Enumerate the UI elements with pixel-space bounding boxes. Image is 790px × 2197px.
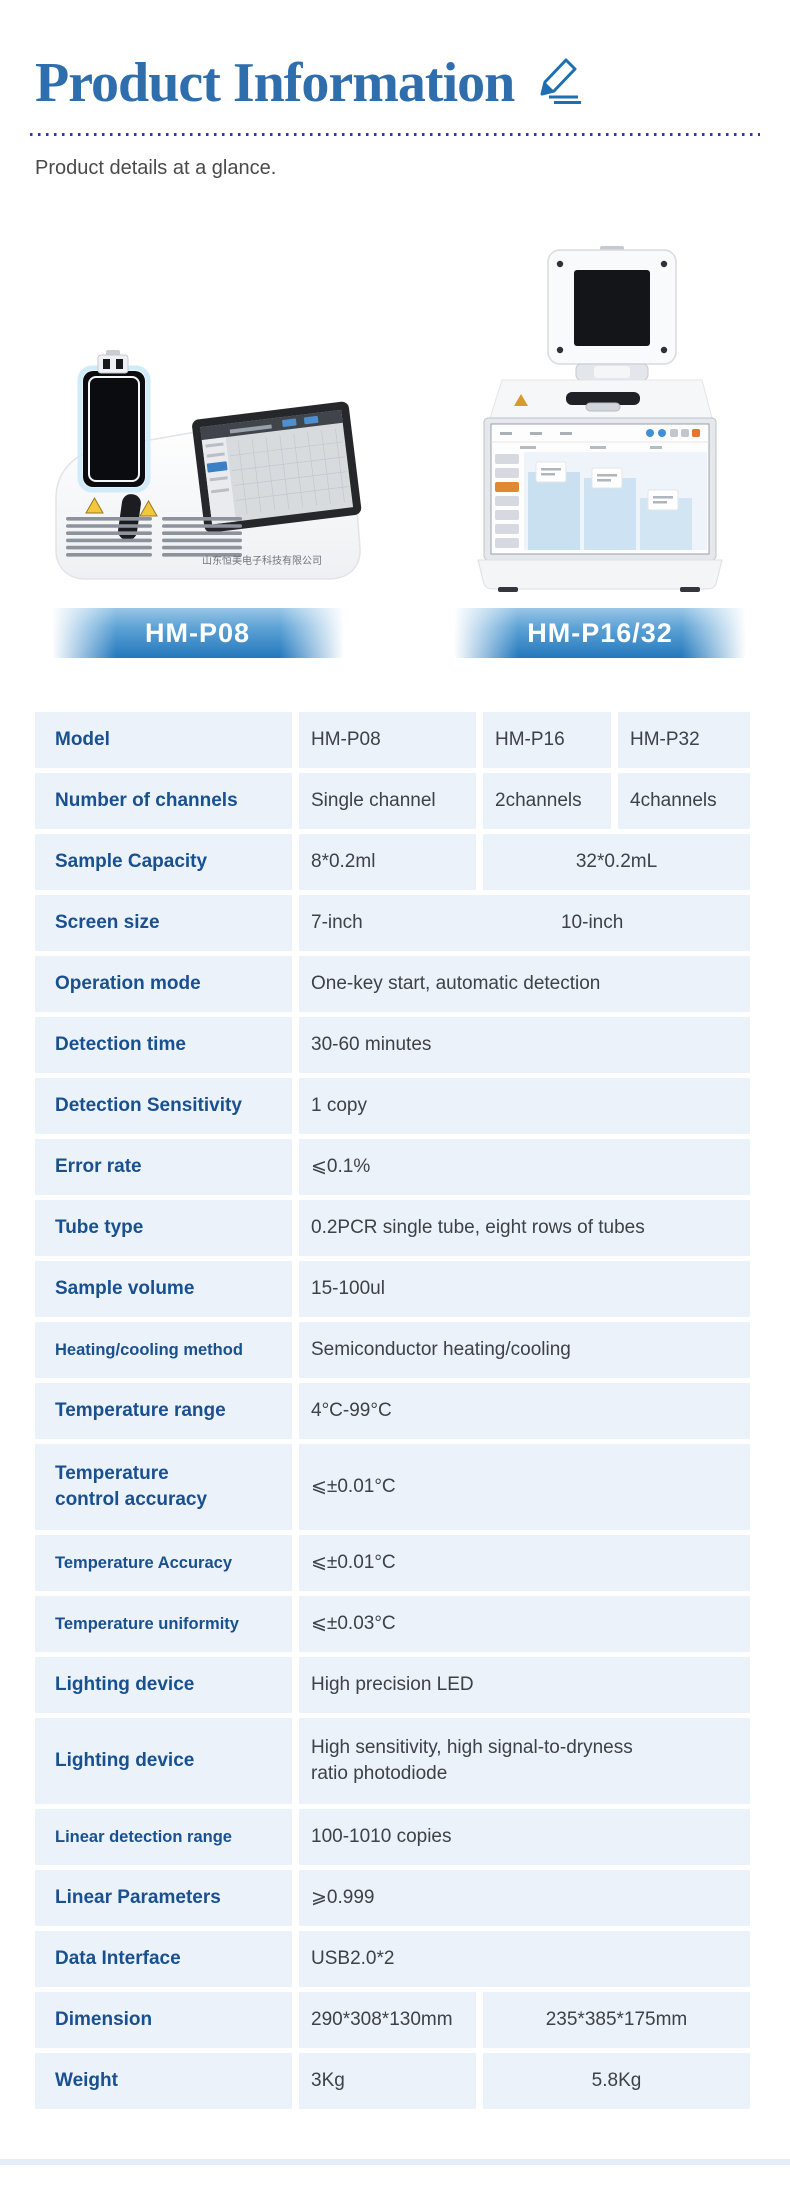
row-label: Sample volume	[35, 1261, 292, 1317]
row-label: Tube type	[35, 1200, 292, 1256]
product-gallery: 山东恒美电子科技有限公司 HM-P08	[30, 196, 750, 658]
row-value: 100-1010 copies	[299, 1809, 750, 1865]
row-value: One-key start, automatic detection	[299, 956, 750, 1012]
row-label: Temperature range	[35, 1383, 292, 1439]
table-row: Model HM-P08 HM-P16 HM-P32	[35, 712, 755, 768]
row-label: Weight	[35, 2053, 292, 2109]
table-row: Heating/cooling method Semiconductor heat…	[35, 1322, 755, 1378]
row-label: Screen size	[35, 895, 292, 951]
row-value: 290*308*130mm	[299, 1992, 476, 2048]
row-value: High precision LED	[299, 1657, 750, 1713]
row-value: 30-60 minutes	[299, 1017, 750, 1073]
table-row: Linear detection range 100-1010 copies	[35, 1809, 755, 1865]
product-banner-hm-p16-32: HM-P16/32	[454, 608, 746, 658]
row-value: 15-100ul	[299, 1261, 750, 1317]
row-value: ⩾0.999	[299, 1870, 750, 1926]
row-value: 4°C-99°C	[299, 1383, 750, 1439]
row-value: HM-P16	[483, 712, 611, 768]
row-value: 2channels	[483, 773, 611, 829]
table-row: Temperature control accuracy ⩽±0.01°C	[35, 1444, 755, 1530]
row-value: Single channel	[299, 773, 476, 829]
table-row: Screen size 7-inch 10-inch	[35, 895, 755, 951]
table-row: Weight 3Kg 5.8Kg	[35, 2053, 755, 2109]
row-label: Data Interface	[35, 1931, 292, 1987]
row-value: ⩽±0.01°C	[299, 1444, 750, 1530]
table-row: Linear Parameters ⩾0.999	[35, 1870, 755, 1926]
table-row: Detection Sensitivity 1 copy	[35, 1078, 755, 1134]
spec-table: Model HM-P08 HM-P16 HM-P32 Number of channel…	[35, 712, 755, 2109]
row-label: Number of channels	[35, 773, 292, 829]
product-image-hm-p08: 山东恒美电子科技有限公司	[30, 258, 365, 598]
table-row: Temperature range 4°C-99°C	[35, 1383, 755, 1439]
table-row: Operation mode One-key start, automatic d…	[35, 956, 755, 1012]
row-value: 4channels	[618, 773, 750, 829]
row-value: Semiconductor heating/cooling	[299, 1322, 750, 1378]
page-title: Product Information	[35, 52, 515, 114]
row-value: 8*0.2ml	[299, 834, 476, 890]
row-value: 5.8Kg	[483, 2053, 750, 2109]
footer-bar	[0, 2159, 790, 2165]
row-label: Temperature Accuracy	[35, 1535, 292, 1591]
table-row: Tube type 0.2PCR single tube, eight rows …	[35, 1200, 755, 1256]
row-value: USB2.0*2	[299, 1931, 750, 1987]
row-label: Lighting device	[35, 1657, 292, 1713]
table-row: Lighting device High precision LED	[35, 1657, 755, 1713]
row-value: 0.2PCR single tube, eight rows of tubes	[299, 1200, 750, 1256]
device-brand-text: 山东恒美电子科技有限公司	[202, 554, 322, 567]
product-image-hm-p16-32	[450, 246, 750, 598]
row-label: Detection Sensitivity	[35, 1078, 292, 1134]
table-row: Number of channels Single channel 2channel…	[35, 773, 755, 829]
row-label: Error rate	[35, 1139, 292, 1195]
dotted-divider	[30, 133, 760, 136]
row-label: Heating/cooling method	[35, 1322, 292, 1378]
row-value: HM-P08	[299, 712, 476, 768]
table-row: Temperature uniformity ⩽±0.03°C	[35, 1596, 755, 1652]
row-value: ⩽±0.01°C	[299, 1535, 750, 1591]
page-subtitle: Product details at a glance.	[35, 157, 277, 179]
row-value: ⩽0.1%	[299, 1139, 750, 1195]
row-label: Sample Capacity	[35, 834, 292, 890]
row-value: 3Kg	[299, 2053, 476, 2109]
row-label: Lighting device	[35, 1718, 292, 1804]
table-row: Data Interface USB2.0*2	[35, 1931, 755, 1987]
row-label: Model	[35, 712, 292, 768]
table-row: Lighting device High sensitivity, high si…	[35, 1718, 755, 1804]
row-label: Operation mode	[35, 956, 292, 1012]
row-label: Dimension	[35, 1992, 292, 2048]
row-value: HM-P32	[618, 712, 750, 768]
table-row: Temperature Accuracy ⩽±0.01°C	[35, 1535, 755, 1591]
table-row: Dimension 290*308*130mm 235*385*175mm	[35, 1992, 755, 2048]
product-information-page: Product Information Product details at a…	[0, 54, 790, 2165]
row-label: Temperature uniformity	[35, 1596, 292, 1652]
row-value: 7-inch 10-inch	[299, 895, 750, 951]
row-value: 235*385*175mm	[483, 1992, 750, 2048]
pencil-icon	[532, 54, 584, 109]
row-value: ⩽±0.03°C	[299, 1596, 750, 1652]
page-header: Product Information	[35, 54, 755, 111]
row-value: 32*0.2mL	[483, 834, 750, 890]
table-row: Sample Capacity 8*0.2ml 32*0.2mL	[35, 834, 755, 890]
product-hm-p08: 山东恒美电子科技有限公司 HM-P08	[30, 258, 365, 658]
row-label: Detection time	[35, 1017, 292, 1073]
row-value: 1 copy	[299, 1078, 750, 1134]
table-row: Error rate ⩽0.1%	[35, 1139, 755, 1195]
table-row: Detection time 30-60 minutes	[35, 1017, 755, 1073]
row-label: Linear detection range	[35, 1809, 292, 1865]
product-banner-hm-p08: HM-P08	[51, 608, 344, 658]
row-value: High sensitivity, high signal-to-dryness…	[299, 1718, 750, 1804]
row-label: Linear Parameters	[35, 1870, 292, 1926]
row-label: Temperature control accuracy	[35, 1444, 292, 1530]
table-row: Sample volume 15-100ul	[35, 1261, 755, 1317]
product-hm-p16-32: HM-P16/32	[450, 246, 750, 658]
